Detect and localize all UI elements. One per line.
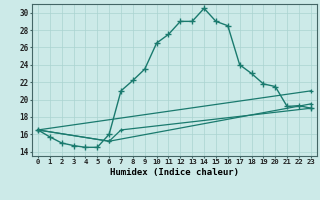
X-axis label: Humidex (Indice chaleur): Humidex (Indice chaleur) (110, 168, 239, 177)
